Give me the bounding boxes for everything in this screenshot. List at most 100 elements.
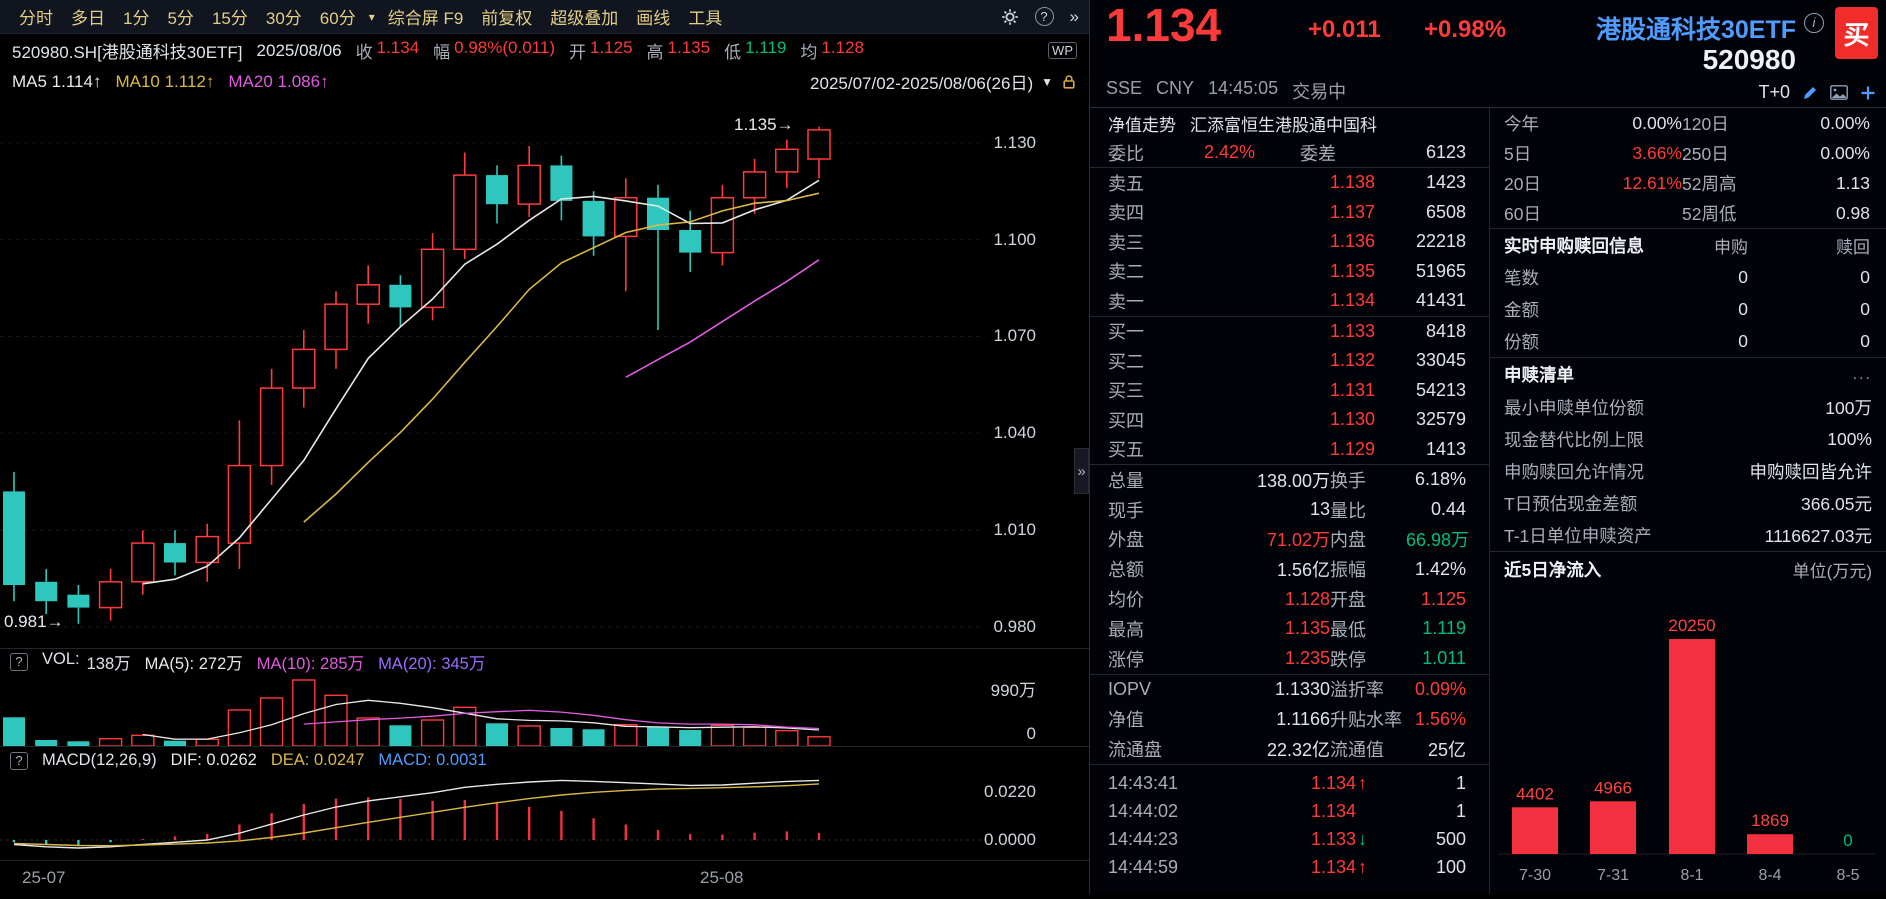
panel-collapse-handle[interactable]: » [1074, 448, 1089, 494]
svg-text:4402: 4402 [1516, 784, 1554, 803]
ohlc-fields: 收 1.134 幅 0.98%(0.011) 开 1.125 高 1.135 低 1.119 均 1.… [356, 38, 864, 63]
sub-label: 笔数 [1504, 267, 1539, 288]
quote-field-value: 1.128 [821, 38, 864, 57]
low-price-marker: 0.981→ [4, 612, 64, 631]
period-tab-2[interactable]: 多日 [71, 9, 105, 28]
level-price: 1.136 [1329, 231, 1375, 252]
level-volume: 32579 [1415, 409, 1466, 430]
volume-canvas [3, 679, 831, 746]
tick-row[interactable]: 14:43:41 1.134 ↑ 1 [1090, 769, 1489, 797]
level-label: 卖四 [1108, 203, 1144, 224]
edit-pencil-icon[interactable] [1802, 85, 1818, 101]
buy-button[interactable]: 买 [1835, 7, 1878, 59]
subscription-rows: 笔数 0 0 金额 0 0 份额 0 0 [1490, 261, 1886, 357]
wp-badge[interactable]: WP [1048, 42, 1077, 59]
quote-field-label: 开 [568, 43, 586, 62]
level-volume: 22218 [1415, 231, 1466, 252]
vol-axis-tick: 0 [1026, 724, 1036, 743]
stat-value: 0.09% [1414, 678, 1466, 699]
price-change: +0.011 [1308, 16, 1381, 43]
stat-value: 138.00万 [1256, 470, 1330, 491]
stat-value: 1.42% [1414, 558, 1466, 579]
stat-label: 开盘 [1330, 590, 1366, 611]
stat-value: 1.235 [1284, 648, 1330, 669]
bid-row-1[interactable]: 买一 1.133 8418 [1090, 317, 1489, 347]
ask-row-1[interactable]: 卖一 1.134 41431 [1090, 286, 1489, 316]
security-name[interactable]: 港股通科技30ETF [1595, 16, 1796, 44]
macd-axis-tick: 0.0000 [984, 830, 1036, 849]
level-label: 卖一 [1108, 291, 1144, 312]
bid-levels: 买一 1.133 8418 买二 1.132 33045 买三 1.131 54213 买四 1.1… [1090, 317, 1489, 465]
bid-row-5[interactable]: 买五 1.129 1413 [1090, 435, 1489, 465]
ma-value-2: MA10 1.112↑ [115, 71, 215, 91]
performance-row: 今年 0.00% 120日 0.00% [1490, 108, 1886, 138]
level-volume: 41431 [1415, 290, 1466, 311]
period-tab-6[interactable]: 30分 [265, 9, 302, 28]
net-inflow-canvas: 4402 7-30 4966 7-31 20250 8-1 1869 8-4 0 8-5 [1498, 616, 1876, 884]
tick-price: 1.134 ↑ [1204, 857, 1372, 878]
level-price: 1.138 [1329, 172, 1375, 193]
time-axis: 25-07 25-08 [0, 860, 1089, 894]
tick-price: 1.133 ↓ [1204, 829, 1372, 850]
y-axis-tick: 1.010 [993, 520, 1036, 540]
bid-row-4[interactable]: 买四 1.130 32579 [1090, 405, 1489, 435]
period-tab-5[interactable]: 15分 [211, 9, 248, 28]
redemption-value: 100% [1827, 428, 1872, 449]
period-tab-1[interactable]: 分时 [19, 9, 53, 28]
ask-row-3[interactable]: 卖三 1.136 22218 [1090, 227, 1489, 257]
trading-status: 交易中 [1292, 82, 1347, 102]
tick-row[interactable]: 14:44:23 1.133 ↓ 500 [1090, 825, 1489, 853]
stat-value: 66.98万 [1406, 530, 1470, 551]
bid-row-2[interactable]: 买二 1.132 33045 [1090, 346, 1489, 376]
more-ellipsis[interactable]: ... [1852, 365, 1872, 383]
period-tab-3[interactable]: 1分 [123, 9, 150, 28]
svg-text:1869: 1869 [1751, 811, 1789, 830]
menu-item-3[interactable]: 超级叠加 [550, 9, 619, 28]
image-icon[interactable] [1830, 85, 1848, 100]
svg-text:7-31: 7-31 [1597, 867, 1629, 884]
info-circle-icon[interactable]: i [1804, 13, 1824, 33]
redemption-value: 1116627.03元 [1764, 525, 1872, 546]
volume-chart[interactable]: 990万 0 [0, 674, 1089, 746]
toolbar-more-icon[interactable]: » [1069, 6, 1079, 26]
period-tab-7[interactable]: 60分 [319, 9, 356, 28]
add-plus-icon[interactable] [1860, 85, 1876, 101]
volume-help-icon[interactable]: ? [10, 652, 28, 671]
macd-values: DIF: 0.0262 DEA: 0.0247 MACD: 0.0031 [171, 751, 487, 770]
flow-header: 近5日净流入 单位(万元) [1490, 552, 1886, 586]
tick-row[interactable]: 14:44:59 1.134 ↑ 100 [1090, 854, 1489, 882]
month-label-jul: 25-07 [22, 868, 66, 887]
level-volume: 1423 [1425, 172, 1466, 193]
macd-chart[interactable]: 0.0220 0.0000 [0, 774, 1089, 860]
quote-field: 幅 0.98%(0.011) [433, 38, 555, 63]
range-dropdown-icon[interactable]: ▼ [1041, 74, 1053, 89]
ask-row-2[interactable]: 卖二 1.135 51965 [1090, 257, 1489, 287]
stat-row: 流通盘 22.32亿 流通值 25亿 [1090, 734, 1489, 764]
lock-icon[interactable] [1061, 74, 1077, 90]
perf-label: 52周低 [1682, 203, 1737, 224]
menu-item-4[interactable]: 画线 [636, 9, 671, 28]
ask-row-5[interactable]: 卖五 1.138 1423 [1090, 168, 1489, 198]
chevron-down-icon[interactable]: ▾ [368, 9, 375, 24]
kline-chart[interactable]: 1.135→ 0.981→ 1.130 1.100 1.070 1.040 1.010 0… [0, 96, 1089, 648]
ask-row-4[interactable]: 卖四 1.137 6508 [1090, 198, 1489, 228]
menu-item-2[interactable]: 前复权 [481, 9, 533, 28]
menu-item-5[interactable]: 工具 [688, 9, 723, 28]
weibi-value: 2.42% [1204, 142, 1256, 162]
redemption-value: 100万 [1825, 397, 1872, 418]
stat-label: 均价 [1108, 590, 1144, 611]
period-tab-4[interactable]: 5分 [167, 9, 194, 28]
date-range-control[interactable]: 2025/07/02-2025/08/06(26日) ▼ [810, 69, 1077, 94]
weicha-label: 委差 [1300, 143, 1336, 164]
macd-help-icon[interactable]: ? [10, 751, 28, 770]
stat-label: 溢折率 [1330, 680, 1384, 701]
period-tabs: 分时 多日 1分 5分 15分 30分 60分 [10, 4, 365, 29]
gear-icon[interactable] [1001, 8, 1019, 26]
help-icon[interactable]: ? [1034, 7, 1054, 26]
perf-value: 0.00% [1632, 112, 1682, 133]
macd-title: MACD(12,26,9) [42, 751, 157, 769]
bid-row-3[interactable]: 买三 1.131 54213 [1090, 376, 1489, 406]
menu-item-1[interactable]: 综合屏 F9 [387, 9, 464, 28]
quote-field: 均 1.128 [800, 38, 864, 63]
tick-row[interactable]: 14:44:02 1.134 1 [1090, 797, 1489, 825]
